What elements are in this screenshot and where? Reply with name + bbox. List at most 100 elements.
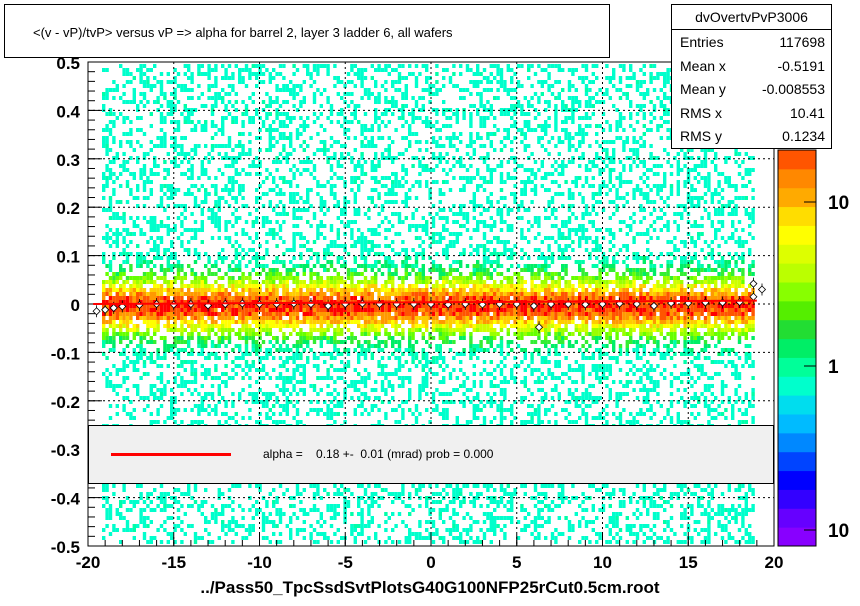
heatmap-cell — [224, 404, 228, 408]
heatmap-cell — [292, 416, 296, 420]
heatmap-cell — [292, 236, 296, 240]
heatmap-cell — [251, 304, 255, 308]
heatmap-cell — [363, 332, 368, 336]
heatmap-cell — [268, 492, 272, 496]
heatmap-cell — [234, 144, 238, 148]
heatmap-cell — [367, 144, 371, 148]
heatmap-cell — [176, 340, 181, 344]
heatmap-cell — [200, 300, 204, 304]
heatmap-cell — [221, 308, 225, 312]
heatmap-cell — [217, 384, 221, 388]
heatmap-cell — [438, 156, 442, 160]
heatmap-cell — [153, 164, 157, 168]
heatmap-cell — [278, 516, 283, 520]
heatmap-cell — [210, 284, 215, 288]
heatmap-cell — [241, 276, 245, 280]
heatmap-cell — [370, 92, 374, 96]
heatmap-cell — [329, 188, 334, 192]
heatmap-cell — [132, 368, 136, 372]
heatmap-cell — [210, 156, 215, 160]
heatmap-cell — [163, 348, 167, 352]
heatmap-cell — [248, 96, 252, 100]
heatmap-cell — [166, 188, 170, 192]
heatmap-cell — [115, 292, 119, 296]
heatmap-cell — [193, 128, 198, 132]
heatmap-cell — [268, 540, 272, 544]
heatmap-cell — [394, 272, 398, 276]
heatmap-cell — [122, 84, 126, 88]
heatmap-cell — [333, 368, 337, 372]
heatmap-cell — [278, 296, 283, 300]
heatmap-cell — [119, 308, 123, 312]
heatmap-cell — [418, 72, 422, 76]
heatmap-cell — [108, 316, 113, 320]
heatmap-cell — [285, 380, 289, 384]
heatmap-cell — [156, 276, 160, 280]
heatmap-cell — [115, 296, 119, 300]
heatmap-cell — [295, 408, 300, 412]
heatmap-cell — [142, 352, 147, 356]
heatmap-cell — [299, 280, 303, 284]
heatmap-cell — [401, 260, 405, 264]
heatmap-cell — [346, 316, 351, 320]
heatmap-cell — [224, 356, 228, 360]
heatmap-cell — [221, 188, 225, 192]
heatmap-cell — [159, 136, 164, 140]
heatmap-cell — [173, 400, 177, 404]
heatmap-cell — [204, 324, 208, 328]
heatmap-cell — [268, 348, 272, 352]
heatmap-cell — [282, 208, 286, 212]
heatmap-cell — [404, 88, 408, 92]
heatmap-cell — [285, 336, 289, 340]
heatmap-cell — [170, 288, 174, 292]
heatmap-cell — [302, 392, 306, 396]
heatmap-cell — [374, 204, 378, 208]
heatmap-cell — [309, 536, 313, 540]
heatmap-cell — [302, 308, 306, 312]
heatmap-cell — [272, 276, 276, 280]
heatmap-cell — [418, 268, 422, 272]
heatmap-cell — [227, 112, 232, 116]
heatmap-cell — [204, 72, 208, 76]
heatmap-cell — [115, 304, 119, 308]
heatmap-cell — [153, 156, 157, 160]
heatmap-cell — [360, 132, 364, 136]
heatmap-cell — [428, 280, 432, 284]
heatmap-cell — [258, 292, 262, 296]
heatmap-cell — [418, 184, 422, 188]
heatmap-cell — [122, 152, 126, 156]
heatmap-cell — [136, 260, 140, 264]
heatmap-cell — [299, 296, 303, 300]
heatmap-cell — [384, 288, 388, 292]
heatmap-cell — [119, 328, 123, 332]
heatmap-cell — [119, 320, 123, 324]
heatmap-cell — [146, 80, 150, 84]
heatmap-cell — [408, 312, 412, 316]
heatmap-cell — [146, 372, 150, 376]
heatmap-cell — [227, 188, 232, 192]
heatmap-cell — [204, 376, 208, 380]
heatmap-cell — [363, 500, 368, 504]
heatmap-cell — [221, 296, 225, 300]
heatmap-cell — [190, 372, 194, 376]
heatmap-cell — [238, 312, 242, 316]
heatmap-cell — [108, 132, 113, 136]
heatmap-cell — [125, 312, 130, 316]
heatmap-cell — [329, 260, 334, 264]
heatmap-cell — [282, 304, 286, 308]
heatmap-cell — [112, 384, 116, 388]
heatmap-cell — [421, 324, 425, 328]
heatmap-cell — [384, 308, 388, 312]
heatmap-cell — [129, 172, 133, 176]
heatmap-cell — [374, 96, 378, 100]
heatmap-cell — [302, 316, 306, 320]
heatmap-cell — [435, 144, 439, 148]
heatmap-cell — [272, 272, 276, 276]
heatmap-cell — [431, 284, 436, 288]
heatmap-cell — [391, 372, 395, 376]
heatmap-cell — [438, 188, 442, 192]
heatmap-cell — [190, 332, 194, 336]
heatmap-cell — [170, 80, 174, 84]
heatmap-cell — [394, 80, 398, 84]
heatmap-cell — [214, 308, 218, 312]
